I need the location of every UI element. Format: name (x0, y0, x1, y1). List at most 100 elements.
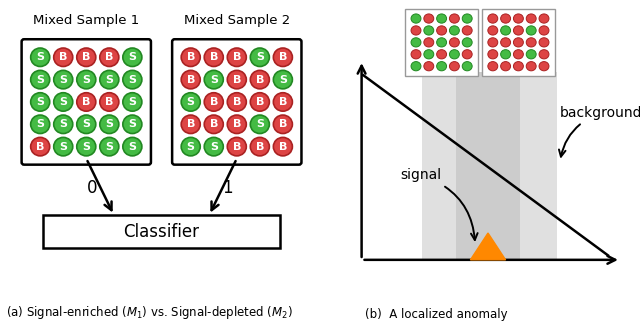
Text: B: B (255, 97, 264, 107)
Circle shape (181, 93, 200, 111)
Circle shape (449, 14, 460, 23)
Text: S: S (36, 97, 44, 107)
Text: S: S (83, 142, 90, 152)
Circle shape (449, 26, 460, 35)
Circle shape (411, 14, 421, 23)
Circle shape (500, 14, 511, 23)
Circle shape (250, 137, 269, 156)
Circle shape (424, 38, 434, 47)
FancyBboxPatch shape (44, 215, 280, 248)
Text: S: S (129, 74, 136, 85)
Circle shape (77, 71, 96, 89)
Circle shape (436, 26, 447, 35)
Circle shape (462, 14, 472, 23)
Text: Mixed Sample 1: Mixed Sample 1 (33, 14, 140, 26)
Circle shape (436, 14, 447, 23)
Circle shape (424, 62, 434, 71)
Circle shape (123, 93, 142, 111)
Text: B: B (82, 97, 90, 107)
Circle shape (31, 137, 50, 156)
Circle shape (424, 14, 434, 23)
Text: S: S (36, 52, 44, 62)
FancyBboxPatch shape (483, 9, 554, 76)
Text: B: B (232, 52, 241, 62)
Circle shape (100, 71, 119, 89)
Circle shape (227, 115, 246, 133)
Text: B: B (209, 52, 218, 62)
Circle shape (526, 62, 536, 71)
Circle shape (77, 137, 96, 156)
Circle shape (54, 71, 73, 89)
Circle shape (462, 62, 472, 71)
Circle shape (539, 38, 549, 47)
Circle shape (449, 50, 460, 59)
Text: B: B (232, 119, 241, 129)
Text: B: B (36, 142, 44, 152)
Text: S: S (187, 97, 195, 107)
Circle shape (123, 137, 142, 156)
Circle shape (449, 38, 460, 47)
Circle shape (488, 38, 498, 47)
Circle shape (513, 14, 524, 23)
Circle shape (488, 14, 498, 23)
Text: B: B (186, 74, 195, 85)
Circle shape (488, 50, 498, 59)
Circle shape (526, 50, 536, 59)
Circle shape (411, 50, 421, 59)
Circle shape (77, 93, 96, 111)
Text: B: B (82, 52, 90, 62)
Circle shape (227, 48, 246, 67)
Text: S: S (106, 119, 113, 129)
Circle shape (424, 50, 434, 59)
Circle shape (488, 62, 498, 71)
Circle shape (100, 48, 119, 67)
Circle shape (539, 62, 549, 71)
Polygon shape (470, 233, 506, 260)
Circle shape (436, 38, 447, 47)
FancyBboxPatch shape (22, 39, 151, 165)
Text: B: B (232, 74, 241, 85)
Circle shape (181, 115, 200, 133)
Text: S: S (60, 142, 67, 152)
Circle shape (250, 115, 269, 133)
Text: B: B (255, 74, 264, 85)
Text: 0: 0 (87, 179, 98, 197)
Text: S: S (129, 52, 136, 62)
Circle shape (513, 62, 524, 71)
Circle shape (181, 71, 200, 89)
Bar (456, 72, 520, 260)
Text: signal: signal (400, 168, 477, 240)
FancyBboxPatch shape (172, 39, 301, 165)
Circle shape (513, 50, 524, 59)
Text: S: S (129, 119, 136, 129)
Circle shape (77, 115, 96, 133)
Circle shape (31, 71, 50, 89)
Circle shape (526, 26, 536, 35)
Text: B: B (278, 52, 287, 62)
Text: B: B (209, 97, 218, 107)
Text: S: S (210, 142, 218, 152)
Text: S: S (106, 142, 113, 152)
Circle shape (500, 62, 511, 71)
Circle shape (204, 48, 223, 67)
Circle shape (539, 50, 549, 59)
Text: B: B (255, 142, 264, 152)
Text: (b)  A localized anomaly: (b) A localized anomaly (365, 308, 508, 321)
Circle shape (462, 50, 472, 59)
FancyBboxPatch shape (406, 9, 477, 76)
Circle shape (500, 38, 511, 47)
Circle shape (488, 26, 498, 35)
Text: B: B (105, 97, 113, 107)
Text: S: S (83, 74, 90, 85)
Text: B: B (186, 119, 195, 129)
Circle shape (500, 50, 511, 59)
Circle shape (54, 48, 73, 67)
Circle shape (449, 62, 460, 71)
Circle shape (54, 115, 73, 133)
Text: Mixed Sample 2: Mixed Sample 2 (184, 14, 290, 26)
Circle shape (181, 137, 200, 156)
Circle shape (100, 93, 119, 111)
Text: 1: 1 (222, 179, 233, 197)
Circle shape (250, 93, 269, 111)
Circle shape (204, 115, 223, 133)
